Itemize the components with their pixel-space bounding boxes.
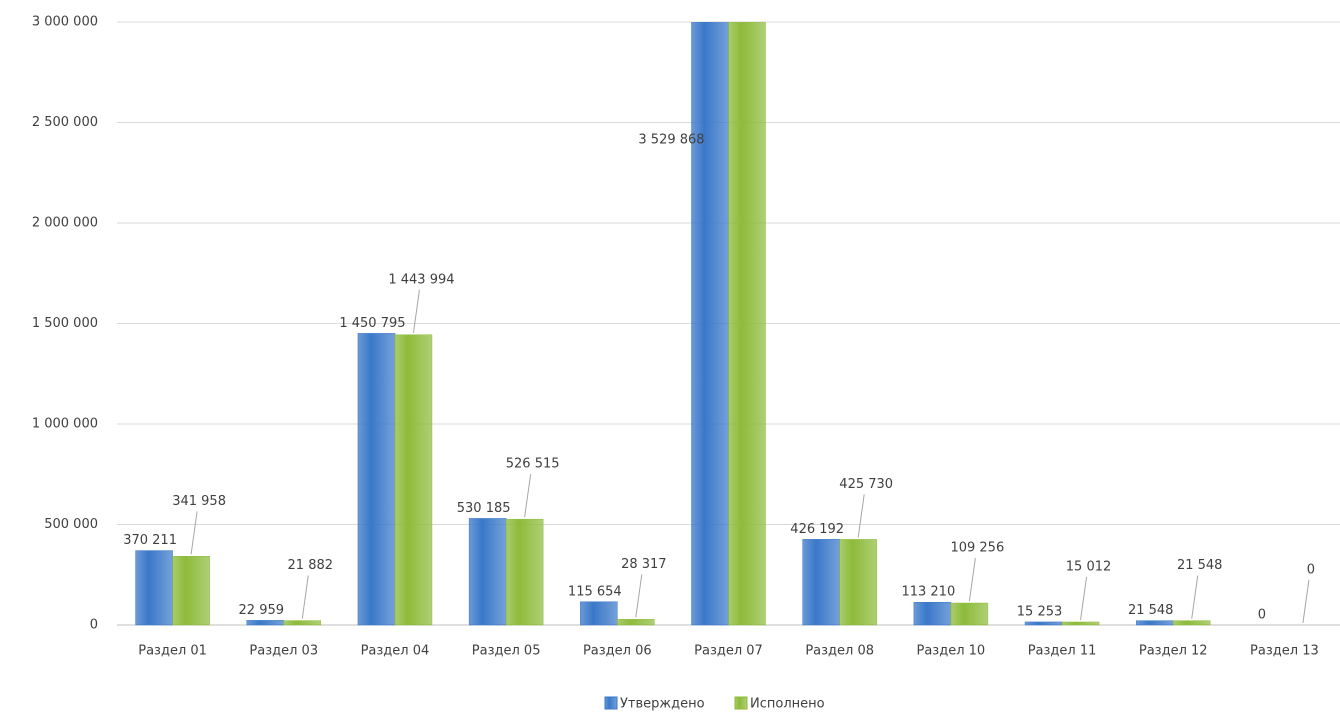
bar — [728, 22, 766, 626]
leader-line — [1302, 579, 1310, 624]
x-tick-label: Раздел 01 — [138, 644, 207, 659]
x-tick-label: Раздел 03 — [249, 644, 318, 659]
bar — [172, 556, 210, 626]
value-label: 526 515 — [506, 457, 560, 472]
y-tick-label: 2 500 000 — [32, 115, 98, 130]
x-tick-label: Раздел 11 — [1028, 644, 1097, 659]
bar — [580, 601, 618, 626]
value-label: 341 958 — [172, 494, 226, 509]
value-label: 1 450 795 — [339, 316, 405, 331]
value-label: 530 185 — [457, 501, 511, 516]
bar — [357, 333, 396, 626]
value-label: 109 256 — [950, 541, 1004, 556]
bar — [802, 539, 840, 626]
y-tick-label: 1 500 000 — [32, 316, 98, 331]
y-tick-label: 2 000 000 — [32, 216, 98, 231]
bar — [691, 22, 729, 626]
bar — [468, 518, 507, 626]
grid: 0 500 000 1 000 000 1 500 000 2 000 000 2 500… — [32, 15, 1340, 633]
bars — [135, 22, 1211, 626]
value-label: 426 192 — [790, 522, 844, 537]
value-label: 425 730 — [839, 477, 893, 492]
leader-line — [412, 289, 420, 333]
leader-line — [1191, 575, 1199, 619]
bar — [1061, 621, 1100, 626]
y-tick-label: 3 000 000 — [32, 15, 98, 30]
x-tick-label: Раздел 05 — [472, 644, 541, 659]
x-tick-label: Раздел 07 — [694, 644, 763, 659]
bar — [617, 619, 655, 626]
leader-line — [635, 574, 643, 618]
value-label: 21 882 — [288, 558, 334, 573]
x-tick-label: Раздел 10 — [917, 644, 986, 659]
x-tick-label: Раздел 06 — [583, 644, 652, 659]
value-label: 3 529 868 — [638, 133, 704, 148]
bar — [394, 334, 433, 626]
labels: Раздел 01 370 211 341 958 Раздел 03 22 959 21… — [123, 133, 1319, 712]
bar — [246, 620, 285, 626]
leader-line — [1080, 576, 1088, 621]
value-label: 15 253 — [1017, 604, 1063, 619]
value-label: 0 — [1307, 563, 1315, 578]
leader-line — [857, 494, 865, 538]
x-tick-label: Раздел 08 — [805, 644, 874, 659]
y-tick-label: 1 000 000 — [32, 417, 98, 432]
bar — [283, 620, 322, 626]
legend-swatch — [734, 696, 748, 710]
bar — [505, 518, 544, 626]
value-label: 21 548 — [1177, 558, 1223, 573]
leader-line — [190, 511, 198, 555]
x-tick-label: Раздел 12 — [1139, 644, 1208, 659]
value-label: 1 443 994 — [388, 272, 454, 287]
bar — [913, 601, 952, 626]
value-label: 370 211 — [123, 533, 177, 548]
bar — [1135, 620, 1174, 626]
value-label: 22 959 — [239, 603, 285, 618]
value-label: 115 654 — [568, 584, 622, 599]
leader-line — [524, 474, 532, 518]
legend-label: Исполнено — [750, 697, 825, 712]
bar — [135, 550, 173, 626]
value-label: 21 548 — [1128, 603, 1174, 618]
value-label: 15 012 — [1066, 559, 1112, 574]
y-tick-label: 500 000 — [44, 517, 98, 532]
value-label: 0 — [1258, 608, 1266, 623]
legend-label: Утверждено — [620, 697, 705, 712]
y-tick-label: 0 — [90, 618, 98, 633]
legend-swatch — [604, 696, 618, 710]
leader-line — [301, 575, 309, 619]
bar — [1024, 621, 1063, 626]
leader-line — [968, 557, 976, 602]
x-tick-label: Раздел 04 — [361, 644, 430, 659]
value-label: 113 210 — [901, 585, 955, 600]
bar — [1172, 620, 1211, 626]
value-label: 28 317 — [621, 557, 667, 572]
bar — [950, 602, 989, 626]
bar — [839, 539, 877, 626]
x-tick-label: Раздел 13 — [1250, 644, 1319, 659]
